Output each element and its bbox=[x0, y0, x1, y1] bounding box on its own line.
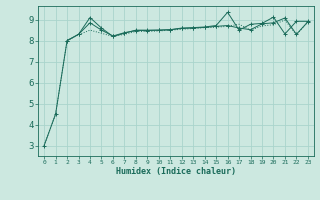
X-axis label: Humidex (Indice chaleur): Humidex (Indice chaleur) bbox=[116, 167, 236, 176]
